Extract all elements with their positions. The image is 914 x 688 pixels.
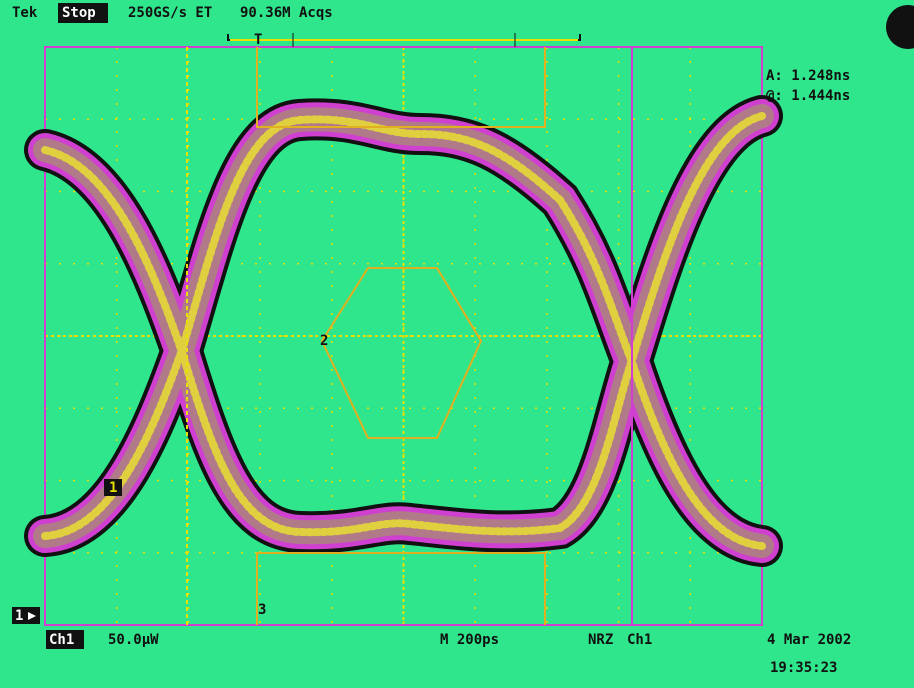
mask-label: 1 <box>109 480 117 496</box>
pattern: NRZ <box>588 632 613 648</box>
cursor-delta-readout: @: 1.444ns <box>766 88 850 104</box>
acquisitions: 90.36M Acqs <box>240 5 333 21</box>
acq-state: Stop <box>62 5 96 21</box>
mask-label: 3 <box>258 602 266 618</box>
source: Ch1 <box>627 632 652 648</box>
trigger-marker: T <box>254 32 262 48</box>
ground-marker: 1 <box>15 608 23 624</box>
scope-screen: Tek Stop 250GS/s ET 90.36M Acqs T A: 1.2… <box>0 0 914 688</box>
timebase: M 200ps <box>440 632 499 648</box>
channel: Ch1 <box>49 632 74 648</box>
cursor-a-readout: A: 1.248ns <box>766 68 850 84</box>
time: 19:35:23 <box>770 660 837 676</box>
vertical-scale: 50.0µW <box>108 632 159 648</box>
date: 4 Mar 2002 <box>767 632 851 648</box>
brand: Tek <box>12 5 38 21</box>
sample-rate: 250GS/s ET <box>128 5 212 21</box>
mask-label: 2 <box>320 333 328 349</box>
